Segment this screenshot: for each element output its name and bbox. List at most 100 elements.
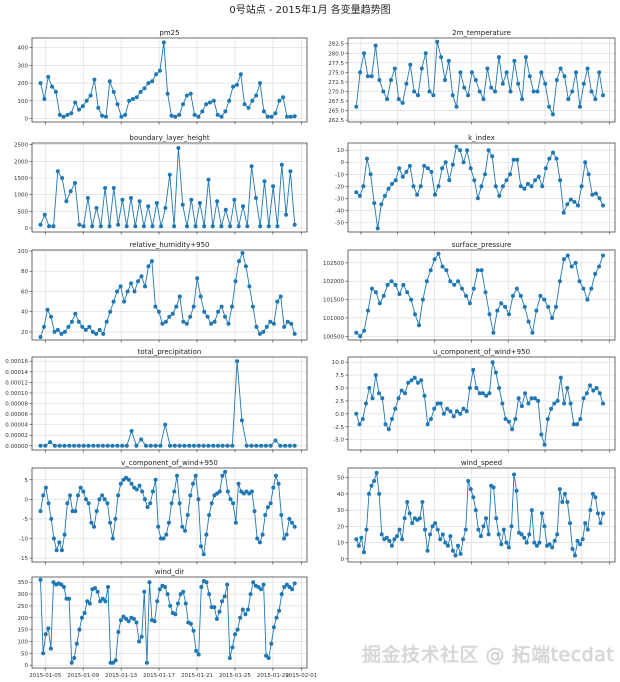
data-point [102,497,107,502]
y-tick-label: 10.0 [332,360,345,366]
data-point [491,330,496,335]
x-tick-label: 2015-02-01 [285,673,317,679]
subplot-title: v_component_of_wind+950 [121,459,218,467]
data-point [578,542,583,547]
data-point [450,93,455,98]
data-point [586,172,591,177]
plot-area [32,250,307,340]
data-point [484,516,488,521]
data-point [223,109,228,114]
data-point [103,599,108,604]
data-point [570,89,575,94]
data-point [471,286,476,291]
data-point [258,224,263,229]
y-tick-label: 10 [337,148,344,154]
data-point [165,592,170,597]
data-point [597,391,602,396]
data-point [367,491,371,496]
data-point [580,537,585,542]
data-point [583,521,588,526]
data-point [120,197,125,202]
data-point [227,98,232,103]
data-point [379,532,384,537]
data-point [422,163,427,168]
data-point [503,304,508,309]
data-point [466,479,471,483]
data-point [185,513,190,517]
y-tick-label: 0.00016 [5,359,28,365]
data-point [163,319,168,324]
data-point [73,181,77,185]
y-tick-label: 0.00006 [5,412,28,418]
y-tick-label: 0.00012 [5,380,28,386]
y-tick-label: 0.00010 [5,391,28,397]
data-point [433,521,438,526]
data-point [169,501,174,506]
data-point [489,85,494,90]
data-point [49,314,53,319]
subplot-relative-humidity-950: 20 40 60 80 100 relative_humidity+950 [18,241,308,343]
data-point [493,370,498,375]
y-tick-label: 200 [18,616,29,622]
data-point [542,297,547,302]
data-point [191,304,196,309]
data-point [543,166,548,171]
subplot-total-precipitation: 0.00000 0.00002 0.00004 0.00006 0.00008 0.000… [5,348,308,453]
data-point [504,540,509,545]
data-point [456,543,460,548]
data-point [440,532,445,537]
data-point [483,290,488,295]
data-point [497,193,502,198]
data-point [473,508,478,513]
data-point [47,224,52,229]
data-point [243,612,248,617]
data-point [538,293,543,298]
data-point [526,319,531,324]
data-point [547,156,552,161]
data-point [127,98,132,103]
subplot-wind-speed: 0 10 20 30 40 50 wind_speed [337,459,616,565]
data-point [590,491,595,496]
data-point [51,580,56,585]
data-point [155,599,160,604]
data-point [467,301,472,306]
data-point [585,527,590,532]
data-point [211,443,216,448]
data-point [410,521,415,526]
data-point [176,146,181,150]
data-point [142,86,147,91]
data-point [467,386,472,390]
x-tick-label: 2015-01-21 [181,673,213,679]
data-point [527,532,532,537]
plot-area [348,468,615,562]
data-point [417,323,421,328]
data-point [511,157,516,162]
data-point [240,607,245,612]
data-point [107,224,112,229]
x-tick-label: 2015-01-17 [143,673,175,679]
data-point [129,429,134,433]
data-point [451,414,456,419]
data-point [254,324,259,329]
data-point [412,375,417,380]
data-point [486,148,491,153]
data-point [589,286,594,291]
data-point [215,199,220,204]
y-tick-label: 0.0 [335,412,344,418]
data-point [52,329,57,334]
data-point [522,186,527,191]
data-point [195,276,200,281]
data-point [265,505,270,510]
data-point [258,81,262,86]
data-point [373,43,378,48]
data-point [51,536,56,541]
data-point [462,85,467,90]
data-point [393,282,398,287]
data-point [167,314,172,319]
y-tick-label: 100 [18,639,29,645]
data-point [154,201,159,205]
plot-frame [31,37,308,123]
data-point [514,286,519,291]
data-point [178,592,183,597]
data-point [483,172,487,177]
